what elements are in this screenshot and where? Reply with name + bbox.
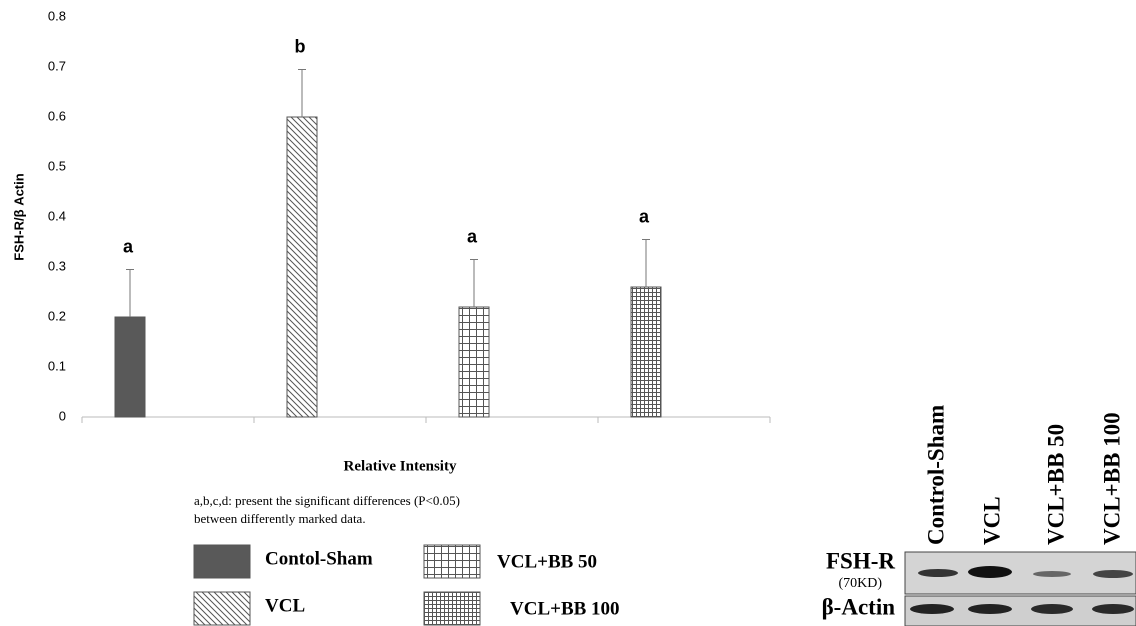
x-axis-label: Relative Intensity <box>344 458 457 474</box>
blot-lane-label: VCL+BB 50 <box>1043 424 1068 545</box>
y-tick-label: 0.2 <box>48 308 66 323</box>
y-axis-label: FSH-R/β Actin <box>11 173 26 260</box>
legend-label: VCL+BB 50 <box>497 551 597 572</box>
blot-row-label: β-Actin <box>822 594 896 619</box>
blot-row-label: FSH-R <box>826 548 895 573</box>
significance-letter: a <box>123 236 134 256</box>
error-bar <box>298 70 306 118</box>
legend-label: VCL <box>265 595 305 616</box>
y-tick-label: 0 <box>59 408 66 423</box>
note: between differently marked data. <box>194 511 366 526</box>
y-tick-label: 0.5 <box>48 158 66 173</box>
significance-letter: a <box>639 206 650 226</box>
blot-lane-label: VCL+BB 100 <box>1099 412 1124 545</box>
blot-lane-label: VCL <box>979 496 1004 545</box>
y-tick-label: 0.1 <box>48 358 66 373</box>
legend-swatch <box>424 545 480 578</box>
blot-image <box>905 552 1136 626</box>
significance-letter: a <box>467 226 478 246</box>
note: a,b,c,d: present the significant differe… <box>194 493 460 508</box>
bar <box>631 287 661 417</box>
legend-label: VCL+BB 100 <box>510 598 620 619</box>
error-bar <box>642 240 650 288</box>
legend-swatch <box>194 545 250 578</box>
bar <box>287 117 317 417</box>
y-tick-label: 0.7 <box>48 58 66 73</box>
y-tick-label: 0.6 <box>48 108 66 123</box>
y-tick-label: 0.4 <box>48 208 66 223</box>
bar <box>115 317 145 417</box>
bar <box>459 307 489 417</box>
error-bar <box>470 260 478 308</box>
error-bar <box>126 270 134 318</box>
y-tick-label: 0.8 <box>48 8 66 23</box>
y-tick-label: 0.3 <box>48 258 66 273</box>
figure: FSH-R/β Actin Relative Intensity a,b,c,d… <box>0 0 1136 626</box>
blot-row-sublabel: (70KD) <box>838 576 882 591</box>
blot-lane-label: Control-Sham <box>923 405 948 545</box>
legend-label: Contol-Sham <box>265 548 373 569</box>
significance-letter: b <box>295 36 306 56</box>
legend-swatch <box>424 592 480 625</box>
legend-swatch <box>194 592 250 625</box>
